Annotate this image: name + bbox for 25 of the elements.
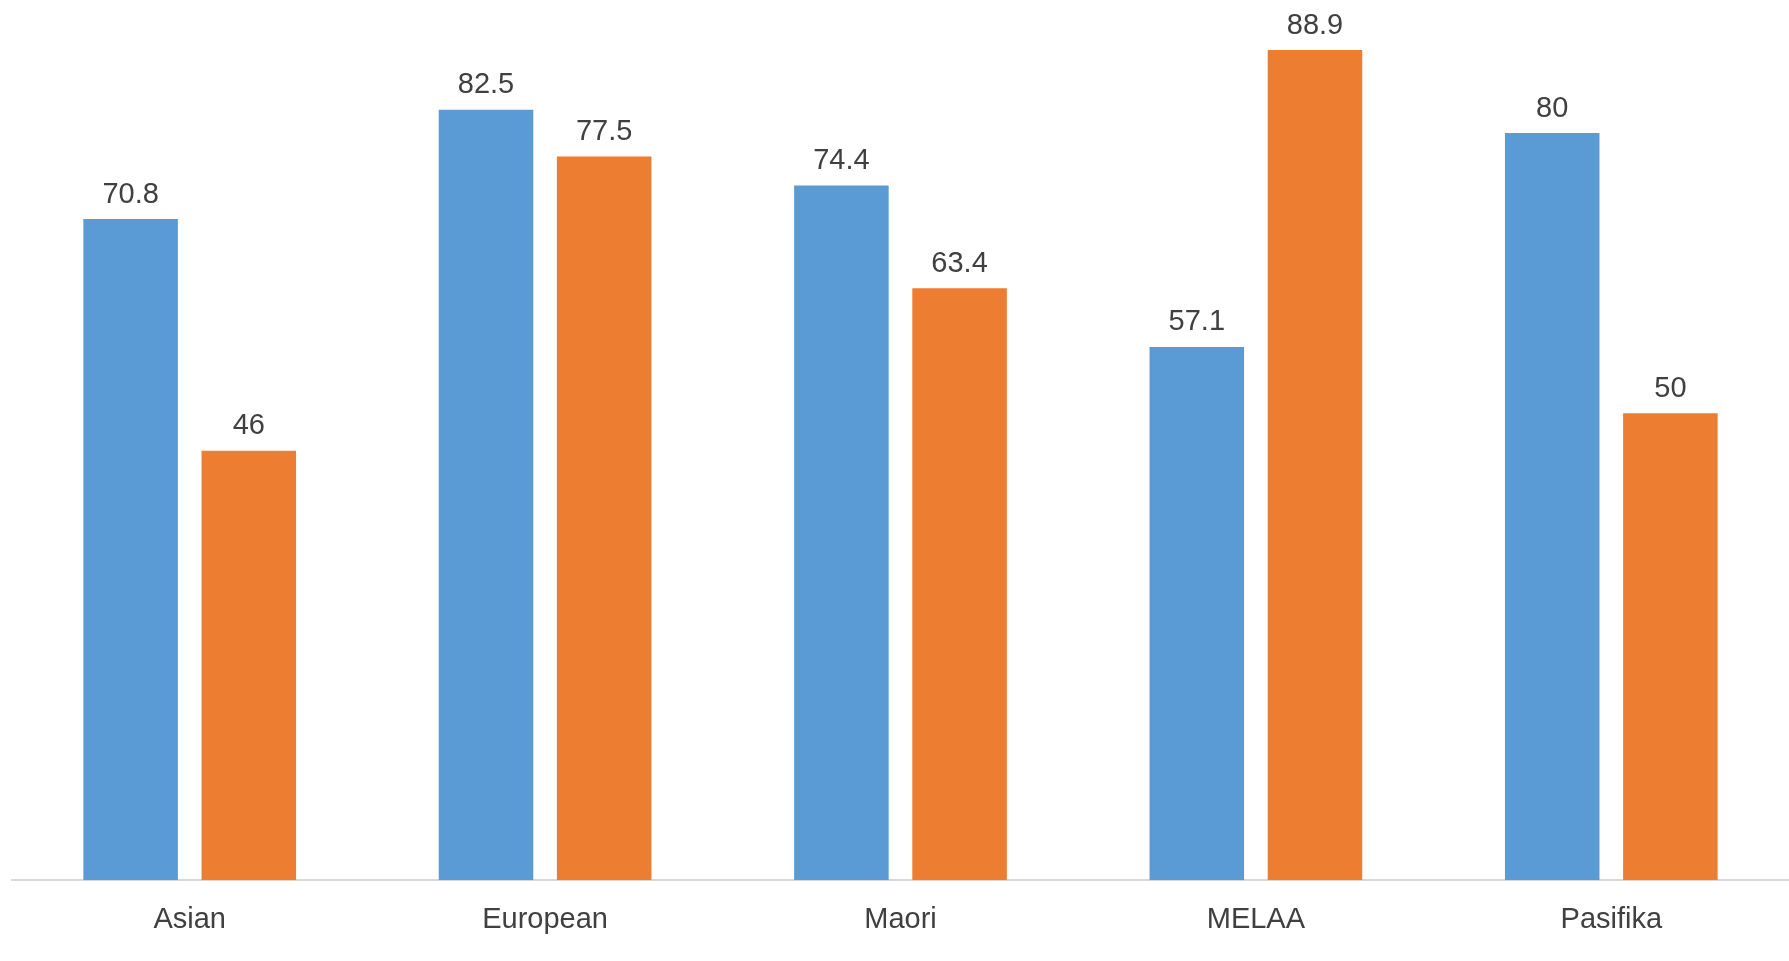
x-tick-label: Asian <box>153 901 226 934</box>
bar <box>201 450 297 881</box>
data-label: 63.4 <box>931 245 988 278</box>
x-tick-label: Maori <box>864 901 937 934</box>
data-label: 70.8 <box>102 176 159 209</box>
x-tick-label: MELAA <box>1206 901 1306 934</box>
x-tick-label: European <box>482 901 608 934</box>
data-label: 50 <box>1654 370 1687 403</box>
bar <box>556 156 652 881</box>
data-label: 80 <box>1536 90 1569 123</box>
bar <box>83 219 178 881</box>
data-label: 82.5 <box>457 67 515 100</box>
data-label: 46 <box>232 408 265 441</box>
data-label: 88.9 <box>1286 7 1344 40</box>
bar <box>1504 133 1600 881</box>
x-tick-label: Pasifika <box>1560 901 1663 934</box>
bar <box>1623 413 1718 881</box>
bar <box>438 109 534 881</box>
data-label: 74.4 <box>813 142 870 175</box>
bar <box>912 288 1007 881</box>
bar <box>1267 50 1363 881</box>
bar <box>794 185 889 881</box>
data-label: 57.1 <box>1168 304 1226 337</box>
bar <box>1149 346 1245 881</box>
data-label: 77.5 <box>575 113 633 146</box>
